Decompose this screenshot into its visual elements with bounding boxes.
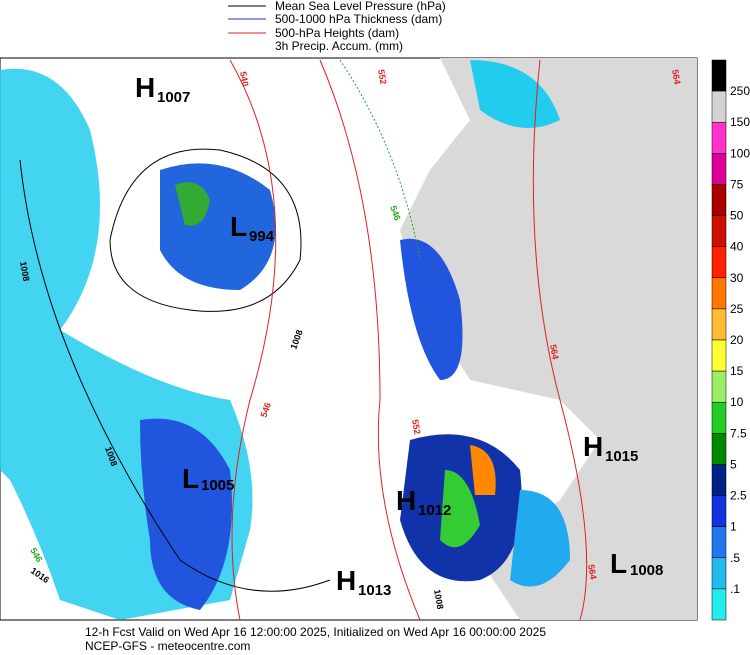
colorbar-box [711,464,727,496]
center-letter: L [182,463,199,494]
colorbar-box [711,90,727,123]
isobar [109,148,302,312]
colorbar-box [711,339,727,372]
center-value: 1007 [157,89,190,106]
map [0,57,698,621]
contour-label: 564 [670,69,682,86]
precip [470,60,560,128]
colorbar-box [711,246,727,279]
height [532,59,588,621]
center-value: 994 [249,228,275,245]
colorbar-box [711,153,727,185]
height [229,59,277,621]
colorbar-label: 7.5 [730,426,747,440]
center-letter: H [336,565,356,596]
footer-text: NCEP-GFS - meteocentre.com [85,639,250,653]
legend-text: 500-hPa Heights (dam) [275,26,399,40]
footer-text: 12-h Fcst Valid on Wed Apr 16 12:00:00 2… [85,625,546,639]
colorbar-label: .5 [730,551,740,565]
colorbar-label: 25 [730,302,744,316]
colorbar-label: 2.5 [730,489,747,503]
center-letter: H [135,72,155,103]
colorbar-box [711,121,727,154]
center-value: 1005 [201,477,234,494]
precip [400,238,463,380]
height [319,59,421,621]
center-value: 1012 [418,502,451,519]
thickness [339,59,421,261]
colorbar: 250 150 100 75 50 40 30 25 20 15 10 7.5 5 2.5 1 .5 .1 [711,59,750,621]
precip [140,418,232,610]
contour-label: 552 [410,419,422,436]
colorbar-label: 15 [730,364,744,378]
colorbar-label: 50 [730,209,744,223]
colorbar-label: .1 [730,582,740,596]
legend-text: Mean Sea Level Pressure (hPa) [275,0,446,13]
precip [175,182,210,226]
colorbar-box [711,401,727,434]
colorbar-box [711,370,727,403]
precip [440,470,480,548]
colorbar-label: 10 [730,395,744,409]
center-letter: L [230,211,247,242]
colorbar-box [711,59,727,92]
land [400,58,697,620]
contour-label: 540 [238,71,250,88]
colorbar-box [711,215,727,247]
colorbar-label: 5 [730,457,737,471]
contour-label: 1008 [18,261,31,282]
center-letter: L [610,548,627,579]
colorbar-box [711,433,727,465]
colorbar-label: 20 [730,333,744,347]
center-value: 1008 [630,562,663,579]
colorbar-label: 30 [730,271,744,285]
center-letter: H [396,485,416,516]
legend-text: 3h Precip. Accum. (mm) [275,39,403,53]
contour-label: 546 [388,204,403,222]
precip [160,163,276,290]
colorbar-label: 75 [730,177,744,191]
contour-label: 1008 [432,589,445,610]
center-value: 1015 [605,448,638,465]
center-value: 1013 [358,582,391,599]
colorbar-label: 1 [730,520,737,534]
center-letter: H [583,431,603,462]
precip [510,490,570,587]
colorbar-box [711,184,727,216]
contour-label: 552 [376,69,388,86]
colorbar-box [711,495,727,527]
colorbar-box [711,557,727,590]
colorbar-box [711,308,727,341]
colorbar-label: 100 [730,146,750,160]
isobar [19,159,331,592]
legend-text: 500-1000 hPa Thickness (dam) [275,12,442,26]
contour-label: 546 [258,401,273,419]
colorbar-label: 150 [730,115,750,129]
colorbar-label: 40 [730,240,744,254]
colorbar-label: 250 [730,84,750,98]
precip [470,445,496,495]
colorbar-box [711,588,727,621]
contour-label: 564 [586,564,598,581]
contour-label: 564 [548,344,560,361]
colorbar-box [711,277,727,310]
colorbar-box [711,526,727,559]
